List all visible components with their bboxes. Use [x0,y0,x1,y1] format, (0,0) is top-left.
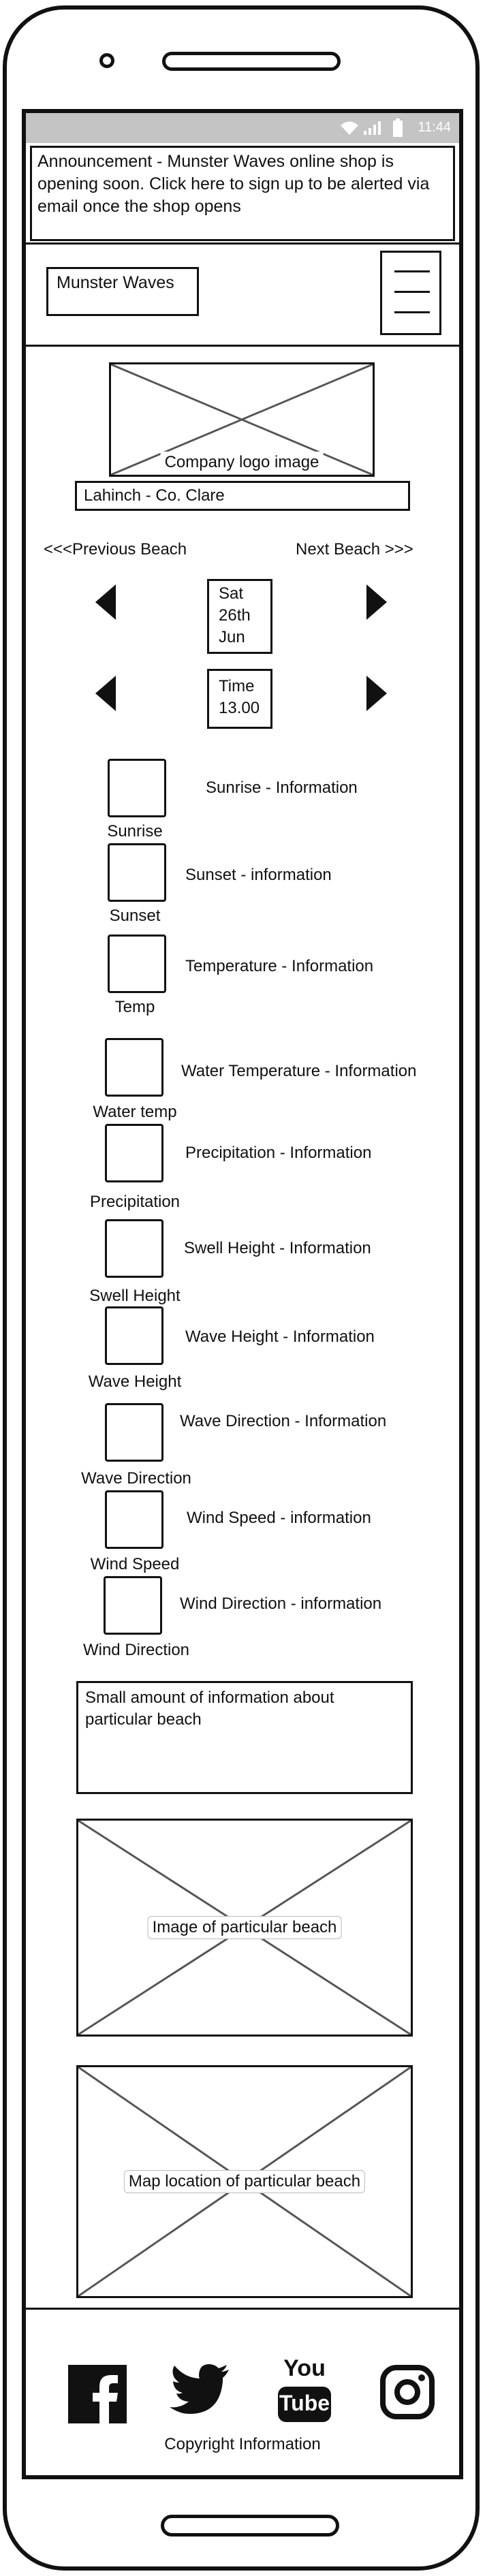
wifi-icon [341,121,358,135]
condition-caption: Sunset [109,907,161,925]
date-day: Sat [219,584,244,603]
brand-logo-text[interactable]: Munster Waves [46,267,199,316]
water-temperature-icon [105,1038,163,1097]
previous-time-arrow-icon[interactable] [95,676,116,711]
condition-info: Precipitation - Information [185,1144,372,1162]
condition-info: Wind Direction - information [180,1595,382,1613]
youtube-you-text: You [283,2355,326,2381]
footer-divider [26,2308,459,2310]
copyright-text: Copyright Information [164,2435,321,2453]
condition-caption: Wave Height [88,1372,182,1391]
date-number: 26th [219,606,251,625]
time-value: 13.00 [219,699,260,717]
beach-map[interactable]: Map location of particular beach [76,2065,413,2298]
condition-caption: Wind Speed [90,1555,180,1573]
condition-caption: Wave Direction [81,1469,191,1488]
screen: 11:44 Announcement - Munster Waves onlin… [22,109,463,2479]
condition-caption: Water temp [93,1103,177,1121]
condition-info: Wave Height - Information [185,1328,375,1346]
location-box: Lahinch - Co. Clare [75,481,410,511]
condition-info: Sunset - information [185,866,332,884]
speaker-grille [162,52,341,71]
condition-caption: Sunrise [107,822,163,841]
company-logo-image: Company logo image [109,362,375,477]
divider [26,345,459,347]
sunset-icon [108,843,166,902]
location-text: Lahinch - Co. Clare [84,486,225,505]
beach-description-box: Small amount of information about partic… [76,1681,413,1794]
beach-image-caption: Image of particular beach [147,1916,342,1939]
next-beach-link[interactable]: Next Beach >>> [296,540,413,559]
time-label: Time [219,677,255,695]
twitter-icon[interactable] [169,2363,230,2415]
youtube-icon[interactable]: You Tube [278,2355,331,2423]
condition-info: Sunrise - Information [206,779,358,797]
previous-date-arrow-icon[interactable] [95,584,116,620]
condition-info: Water Temperature - Information [181,1062,417,1080]
condition-info: Temperature - Information [185,957,374,975]
condition-caption: Swell Height [89,1287,181,1305]
condition-info: Wind Speed - information [187,1509,371,1527]
condition-info: Swell Height - Information [184,1239,371,1257]
status-time: 11:44 [418,120,451,135]
announcement-banner[interactable]: Announcement - Munster Waves online shop… [30,146,455,241]
wave-direction-icon [105,1403,163,1462]
condition-info: Wave Direction - Information [180,1412,387,1430]
wind-speed-icon [105,1490,163,1549]
beach-map-caption: Map location of particular beach [123,2170,366,2193]
camera-icon [99,53,114,68]
divider [26,242,459,245]
condition-caption: Temp [114,998,155,1016]
temperature-icon [108,934,166,993]
next-date-arrow-icon[interactable] [366,584,387,620]
status-bar: 11:44 [26,113,459,143]
wind-direction-icon [104,1576,162,1635]
beach-image: Image of particular beach [76,1819,413,2037]
previous-beach-link[interactable]: <<<Previous Beach [44,540,187,559]
company-logo-caption: Company logo image [160,452,324,473]
swell-height-icon [105,1219,163,1278]
signal-icon [364,121,381,135]
battery-icon [393,119,403,137]
sunrise-icon [108,759,166,817]
facebook-icon[interactable] [68,2365,127,2423]
time-display: Time 13.00 [207,669,272,729]
instagram-icon[interactable] [380,2365,435,2419]
date-display: Sat 26th Jun [207,579,272,654]
precipitation-icon [105,1124,163,1182]
wave-height-icon [105,1306,163,1365]
condition-caption: Wind Direction [82,1641,190,1659]
home-button[interactable] [161,2515,339,2536]
beach-description-text: Small amount of information about partic… [85,1688,334,1729]
date-month: Jun [219,628,245,646]
hamburger-menu-icon[interactable] [380,251,441,335]
next-time-arrow-icon[interactable] [366,676,387,711]
youtube-tube-text: Tube [279,2391,330,2415]
condition-caption: Precipitation [89,1193,181,1211]
